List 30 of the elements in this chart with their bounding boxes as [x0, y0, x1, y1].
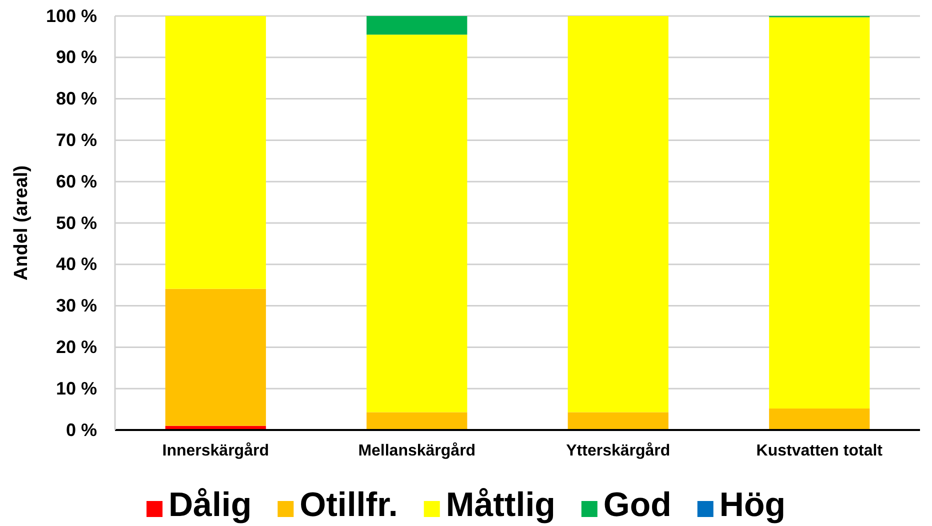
bar	[568, 412, 668, 430]
bar	[165, 16, 266, 289]
y-tick-label: 50 %	[56, 212, 97, 233]
bar	[568, 16, 668, 412]
legend-label: Hög	[719, 486, 786, 524]
y-tick-label: 0 %	[66, 420, 97, 440]
y-tick-label: 10 %	[56, 378, 97, 398]
bar	[165, 288, 266, 426]
bar	[366, 412, 468, 430]
legend-label: Måttlig	[446, 486, 556, 524]
bar	[769, 17, 870, 408]
legend-label: God	[603, 486, 672, 524]
y-tick-label: 90 %	[56, 47, 97, 68]
y-tick-label: 80 %	[56, 88, 97, 109]
x-tick-label: Mellanskärgård	[358, 441, 476, 460]
legend-label: Dålig	[168, 486, 252, 524]
x-tick-label: Ytterskärgård	[566, 441, 670, 460]
y-tick-label: 70 %	[56, 130, 97, 150]
y-tick-label: 40 %	[56, 254, 97, 274]
y-tick-label: 60 %	[56, 171, 97, 192]
bar	[366, 34, 468, 412]
y-tick-label: 100 %	[46, 6, 97, 26]
bar	[769, 408, 870, 430]
y-axis-title: Andel (areal)	[11, 165, 32, 281]
x-tick-label: Kustvatten totalt	[756, 442, 884, 460]
y-tick-label: 30 %	[56, 296, 97, 316]
x-tick-label: Innerskärgård	[162, 441, 269, 460]
legend-label: Otillfr.	[300, 486, 398, 524]
bar	[366, 16, 468, 35]
y-tick-label: 20 %	[56, 336, 97, 357]
